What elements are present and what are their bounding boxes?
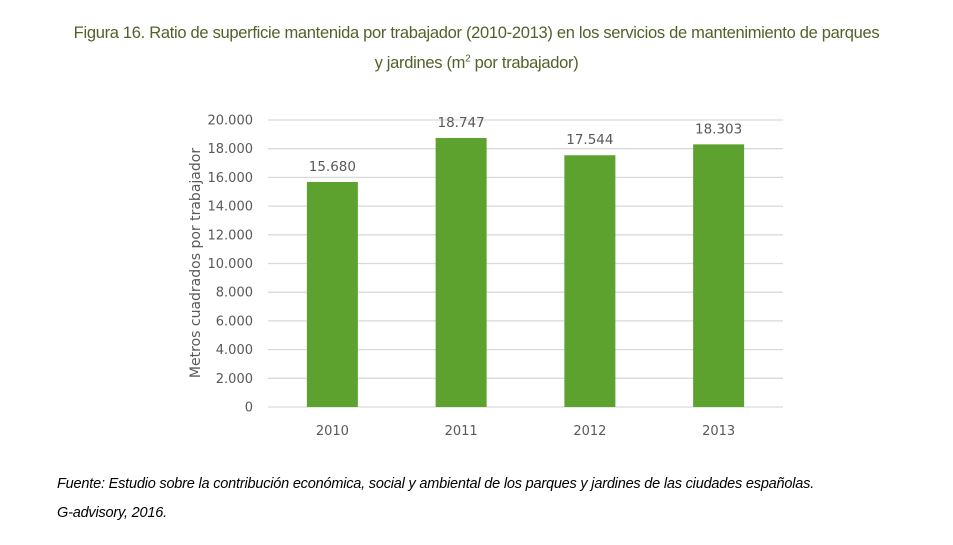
figure-title-line2: y jardines (m2 por trabajador)	[20, 48, 933, 78]
y-axis-ticks: 0 2.000 4.000 6.000 8.000 10.000 12.000 14.000 1…	[208, 114, 254, 416]
data-label: 15.680	[309, 159, 356, 175]
title-suffix: por trabajador)	[470, 54, 579, 72]
x-tick-label: 2013	[702, 424, 735, 439]
y-axis-label: Metros cuadrados por trabajador	[188, 148, 204, 378]
data-label: 17.544	[566, 132, 613, 148]
y-tick-label: 20.000	[208, 114, 254, 129]
source-line-2: G-advisory, 2016.	[57, 505, 167, 521]
bar-2011	[435, 137, 487, 408]
data-label: 18.303	[695, 121, 742, 137]
data-label: 18.747	[438, 115, 485, 131]
y-tick-label: 2.000	[216, 372, 253, 387]
data-labels: 15.680 18.747 17.544 18.303	[309, 115, 743, 175]
y-tick-label: 12.000	[208, 228, 254, 243]
y-tick-label: 10.000	[208, 257, 254, 272]
figure-title: Figura 16. Ratio de superficie mantenida…	[20, 18, 933, 78]
y-tick-label: 0	[245, 401, 253, 416]
y-tick-label: 16.000	[208, 171, 254, 186]
y-tick-label: 8.000	[216, 286, 253, 301]
bars	[306, 137, 745, 408]
y-tick-label: 18.000	[208, 142, 254, 157]
x-tick-label: 2010	[316, 424, 349, 439]
bar-2012	[564, 155, 616, 407]
bar-2010	[306, 181, 358, 407]
title-superscript: 2	[465, 53, 471, 65]
figure-title-line1: Figura 16. Ratio de superficie mantenida…	[73, 24, 880, 42]
y-tick-label: 6.000	[216, 314, 253, 329]
x-tick-label: 2012	[573, 424, 606, 439]
title-prefix: y jardines (m	[374, 54, 466, 72]
x-tick-label: 2011	[445, 424, 478, 439]
y-tick-label: 14.000	[208, 200, 254, 215]
source-note: Fuente: Estudio sobre la contribución ec…	[57, 470, 937, 528]
y-tick-label: 4.000	[216, 343, 253, 358]
x-axis-ticks: 2010 2011 2012 2013	[316, 424, 735, 439]
bar-2013	[693, 144, 745, 408]
source-line-1: Fuente: Estudio sobre la contribución ec…	[57, 476, 815, 492]
